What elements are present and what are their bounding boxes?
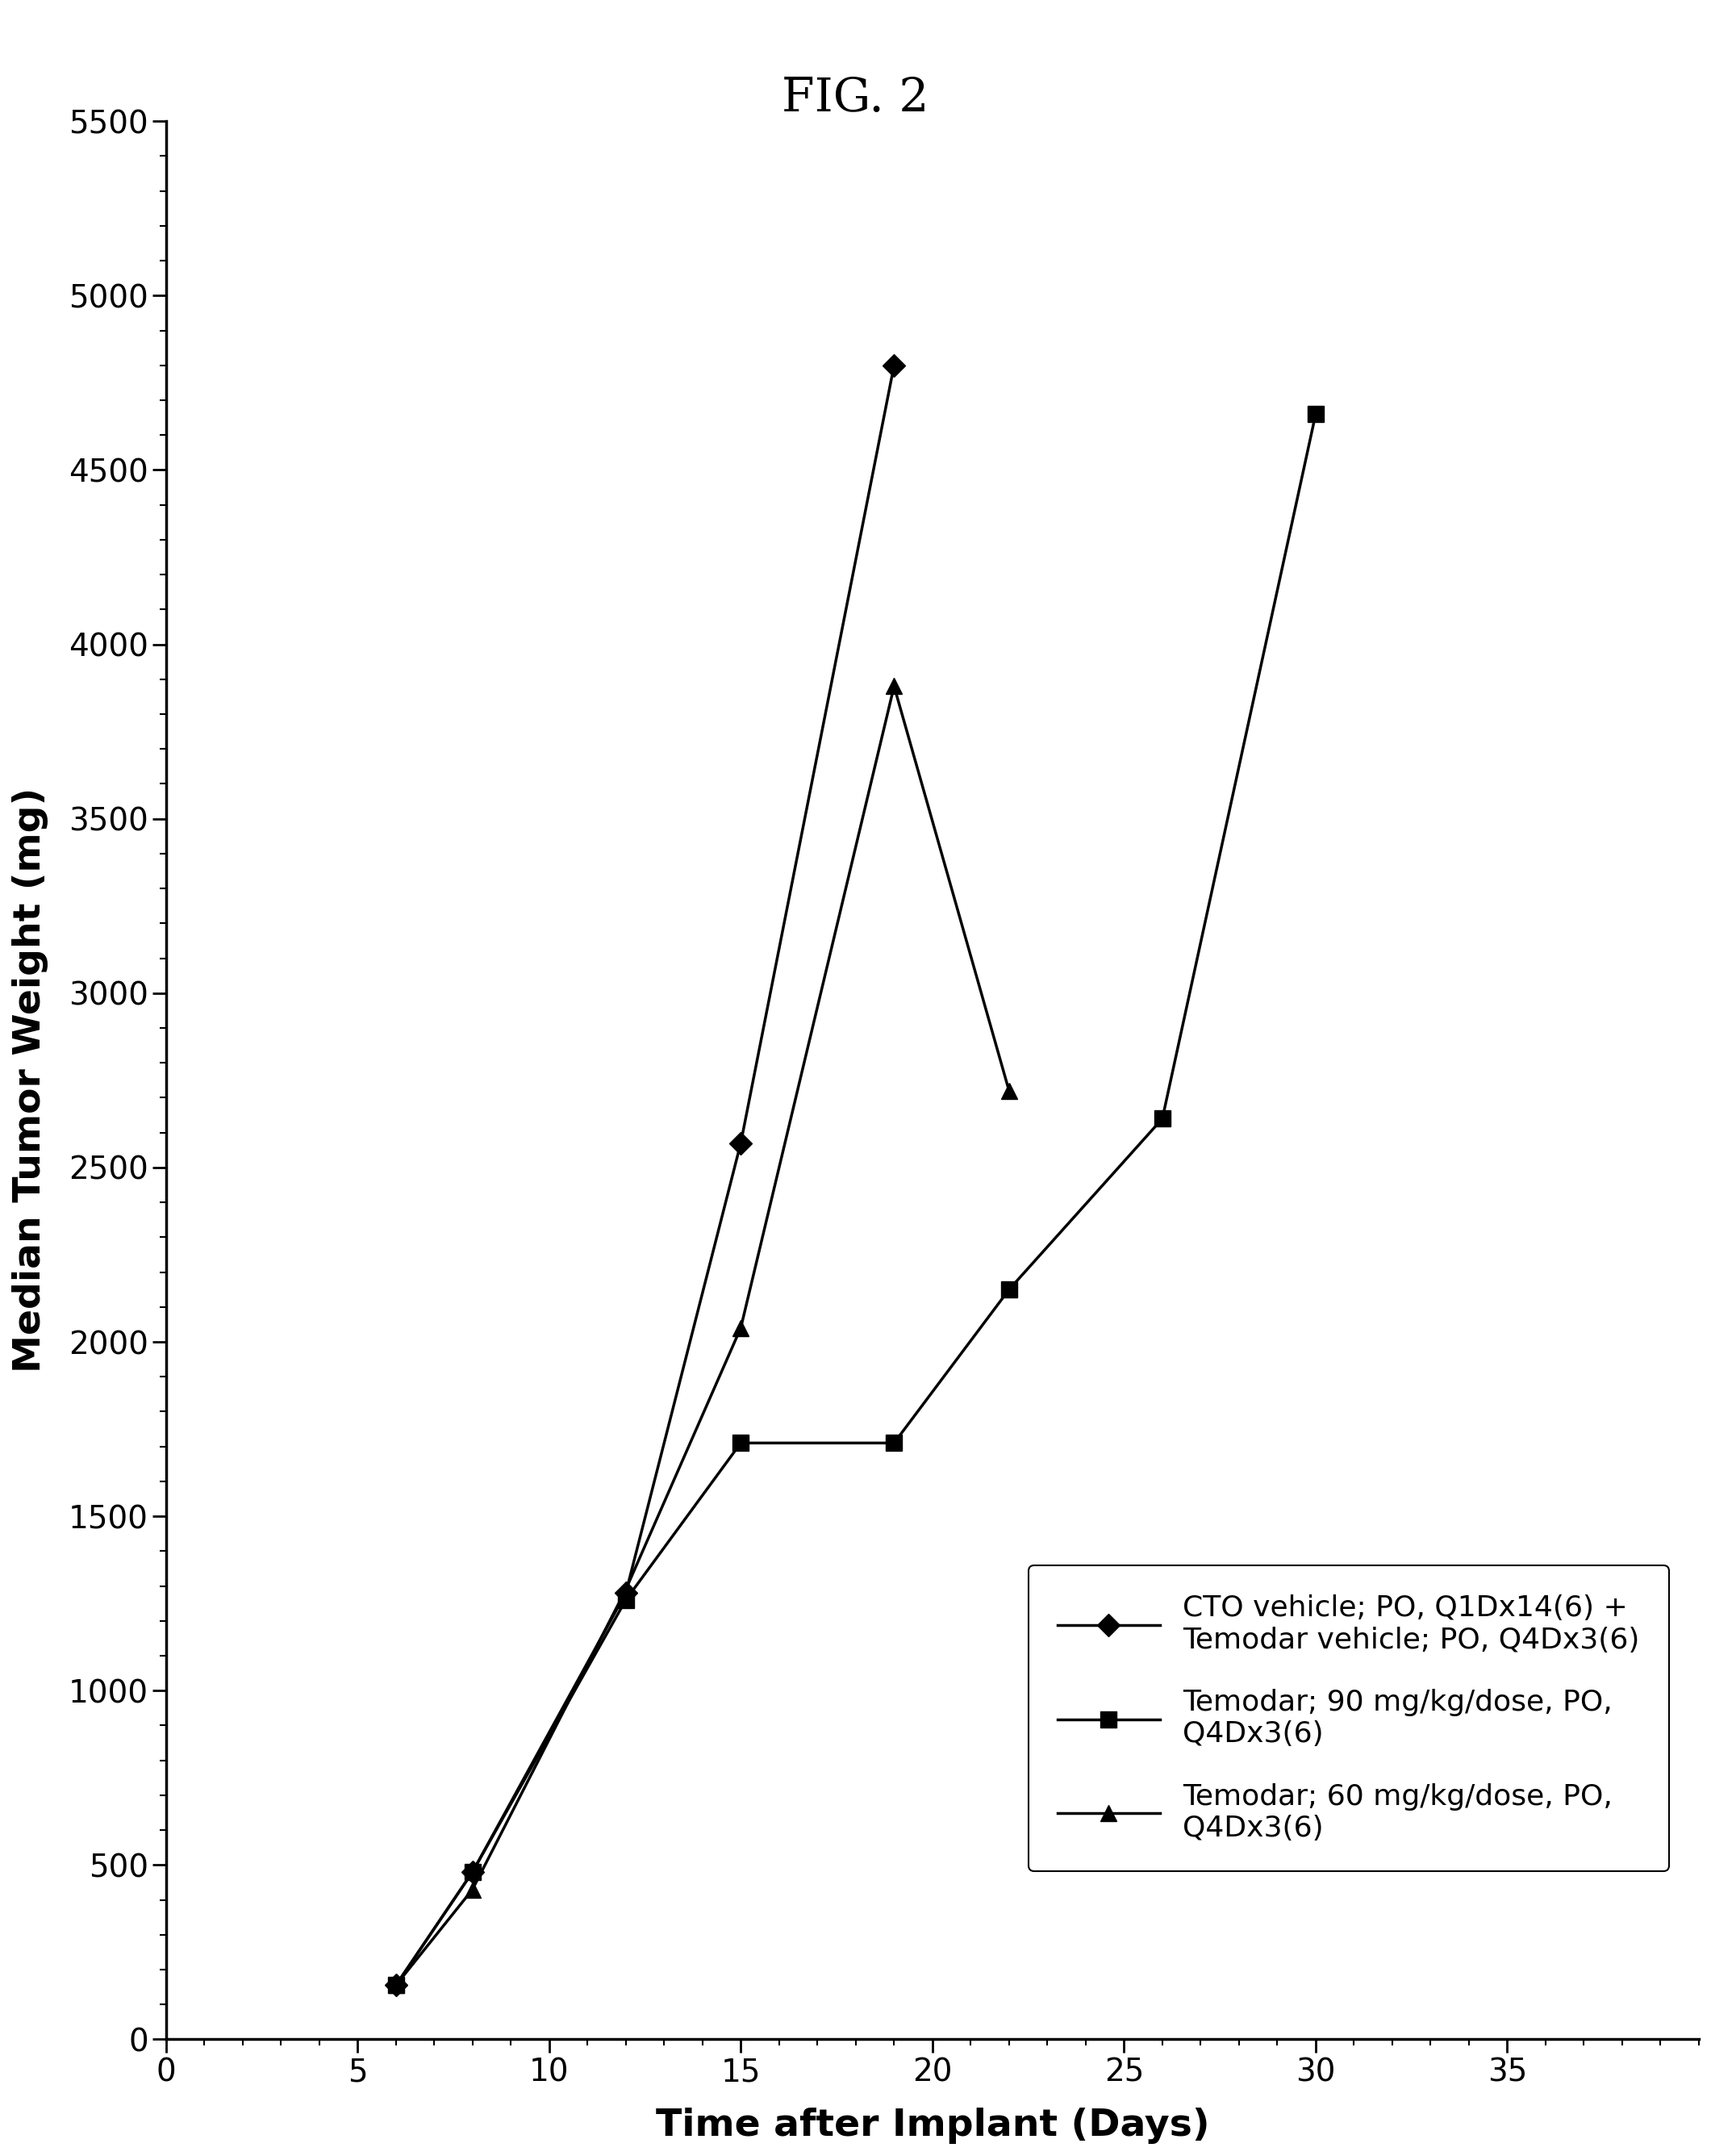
Line: Temodar; 60 mg/kg/dose, PO,
Q4Dx3(6): Temodar; 60 mg/kg/dose, PO, Q4Dx3(6) (388, 679, 1016, 1992)
Legend: CTO vehicle; PO, Q1Dx14(6) +
Temodar vehicle; PO, Q4Dx3(6), Temodar; 90 mg/kg/do: CTO vehicle; PO, Q1Dx14(6) + Temodar veh… (1028, 1565, 1668, 1871)
Temodar; 90 mg/kg/dose, PO,
Q4Dx3(6) (731, 1429, 751, 1455)
Temodar; 90 mg/kg/dose, PO,
Q4Dx3(6) (1305, 401, 1326, 427)
Temodar; 90 mg/kg/dose, PO,
Q4Dx3(6) (999, 1276, 1020, 1302)
Temodar; 60 mg/kg/dose, PO,
Q4Dx3(6) (385, 1973, 406, 1999)
Temodar; 60 mg/kg/dose, PO,
Q4Dx3(6) (616, 1576, 636, 1602)
CTO vehicle; PO, Q1Dx14(6) +
Temodar vehicle; PO, Q4Dx3(6) (385, 1973, 406, 1999)
Line: CTO vehicle; PO, Q1Dx14(6) +
Temodar vehicle; PO, Q4Dx3(6): CTO vehicle; PO, Q1Dx14(6) + Temodar veh… (388, 358, 902, 1992)
Temodar; 60 mg/kg/dose, PO,
Q4Dx3(6) (999, 1078, 1020, 1104)
CTO vehicle; PO, Q1Dx14(6) +
Temodar vehicle; PO, Q4Dx3(6) (731, 1130, 751, 1156)
Line: Temodar; 90 mg/kg/dose, PO,
Q4Dx3(6): Temodar; 90 mg/kg/dose, PO, Q4Dx3(6) (388, 405, 1324, 1992)
Text: FIG. 2: FIG. 2 (782, 75, 929, 121)
Temodar; 60 mg/kg/dose, PO,
Q4Dx3(6) (731, 1315, 751, 1341)
CTO vehicle; PO, Q1Dx14(6) +
Temodar vehicle; PO, Q4Dx3(6) (462, 1858, 483, 1884)
Temodar; 90 mg/kg/dose, PO,
Q4Dx3(6) (885, 1429, 905, 1455)
Temodar; 90 mg/kg/dose, PO,
Q4Dx3(6) (462, 1858, 483, 1884)
Temodar; 90 mg/kg/dose, PO,
Q4Dx3(6) (1152, 1106, 1172, 1132)
Temodar; 90 mg/kg/dose, PO,
Q4Dx3(6) (616, 1587, 636, 1613)
CTO vehicle; PO, Q1Dx14(6) +
Temodar vehicle; PO, Q4Dx3(6) (616, 1580, 636, 1606)
Temodar; 60 mg/kg/dose, PO,
Q4Dx3(6) (462, 1876, 483, 1902)
Temodar; 90 mg/kg/dose, PO,
Q4Dx3(6) (385, 1973, 406, 1999)
X-axis label: Time after Implant (Days): Time after Implant (Days) (655, 2109, 1210, 2143)
Y-axis label: Median Tumor Weight (mg): Median Tumor Weight (mg) (12, 787, 48, 1373)
CTO vehicle; PO, Q1Dx14(6) +
Temodar vehicle; PO, Q4Dx3(6) (885, 351, 905, 377)
Temodar; 60 mg/kg/dose, PO,
Q4Dx3(6) (885, 673, 905, 699)
